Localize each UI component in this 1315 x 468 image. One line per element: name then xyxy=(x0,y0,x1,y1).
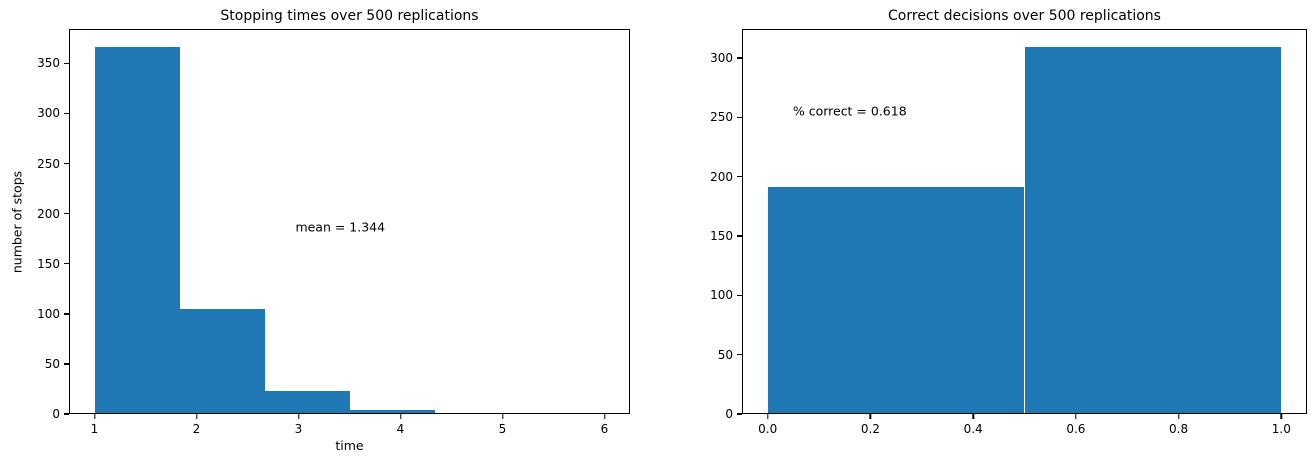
annotation-text: % correct = 0.618 xyxy=(792,103,907,119)
x-tick-mark xyxy=(972,414,974,419)
x-tick-label: 0.8 xyxy=(1169,422,1189,436)
histogram-bar xyxy=(264,390,350,414)
x-tick-label: 6 xyxy=(600,422,609,436)
annotation-text: mean = 1.344 xyxy=(295,219,386,235)
y-tick-label: 150 xyxy=(37,256,60,271)
histogram-bar xyxy=(1024,47,1282,414)
histogram-bar xyxy=(94,47,180,414)
y-tick-mark xyxy=(64,363,69,365)
x-tick-label: 4 xyxy=(396,422,405,436)
left-chart-y-axis-label: number of stops xyxy=(9,170,25,274)
x-tick-mark xyxy=(195,414,198,419)
x-tick-mark xyxy=(399,414,402,419)
y-tick-label: 50 xyxy=(44,356,60,371)
y-tick-mark xyxy=(737,413,742,415)
y-tick-mark xyxy=(737,57,742,59)
x-tick-label: 3 xyxy=(294,422,303,436)
x-tick-mark xyxy=(869,414,872,419)
x-tick-label: 0.4 xyxy=(963,422,983,436)
y-tick-label: 100 xyxy=(710,288,733,303)
x-tick-label: 1.0 xyxy=(1271,422,1291,436)
y-tick-label: 200 xyxy=(710,169,733,184)
y-tick-mark xyxy=(64,263,69,265)
y-tick-label: 100 xyxy=(37,306,60,321)
x-tick-label: 0.2 xyxy=(860,422,880,436)
left-chart-plot-area: 1 2 3 4 5 6 0 50 100 150 200 250 300 350 mean = 1.344 xyxy=(37,29,630,436)
right-chart-plot-area: 0.0 0.2 0.4 0.6 0.8 1.0 0 50 100 150 200 250 300 % co… xyxy=(710,29,1307,436)
left-chart-x-axis-label: time xyxy=(335,438,364,453)
y-tick-mark xyxy=(737,235,742,237)
y-tick-label: 250 xyxy=(710,110,733,125)
x-tick-label: 0.0 xyxy=(758,422,778,436)
y-tick-label: 0 xyxy=(725,407,733,421)
y-tick-label: 350 xyxy=(37,56,60,71)
y-tick-mark xyxy=(64,112,69,115)
y-tick-label: 150 xyxy=(710,229,733,243)
y-tick-mark xyxy=(64,313,69,315)
x-tick-mark xyxy=(1280,414,1283,419)
x-tick-label: 5 xyxy=(498,422,507,436)
y-tick-label: 50 xyxy=(717,347,733,362)
histogram-bar xyxy=(767,187,1025,414)
histogram-bar xyxy=(349,409,435,414)
y-tick-mark xyxy=(737,294,742,297)
y-tick-mark xyxy=(737,353,742,356)
y-tick-label: 250 xyxy=(37,156,60,171)
x-tick-mark xyxy=(1075,414,1077,419)
x-tick-mark xyxy=(1177,414,1180,419)
x-tick-mark xyxy=(501,414,504,419)
y-tick-mark xyxy=(737,116,742,119)
y-tick-label: 0 xyxy=(52,407,60,421)
y-tick-mark xyxy=(64,162,69,165)
x-tick-mark xyxy=(603,414,606,419)
histogram-bar xyxy=(179,308,265,414)
left-chart-title: Stopping times over 500 replications xyxy=(220,8,479,24)
x-tick-label: 0.6 xyxy=(1066,422,1086,436)
histogram-bar xyxy=(519,412,605,414)
right-chart-title: Correct decisions over 500 replications xyxy=(888,8,1161,24)
y-tick-mark xyxy=(64,413,69,415)
x-tick-mark xyxy=(766,414,769,419)
x-tick-label: 2 xyxy=(192,422,201,436)
x-tick-mark xyxy=(93,414,96,419)
y-tick-mark xyxy=(737,175,742,178)
y-tick-mark xyxy=(64,212,69,215)
x-tick-mark xyxy=(297,414,300,419)
y-tick-mark xyxy=(64,62,69,65)
histogram-bar xyxy=(434,412,520,414)
y-tick-label: 300 xyxy=(37,106,60,121)
y-tick-label: 300 xyxy=(710,51,733,65)
y-tick-label: 200 xyxy=(37,206,60,221)
x-tick-label: 1 xyxy=(90,422,99,436)
